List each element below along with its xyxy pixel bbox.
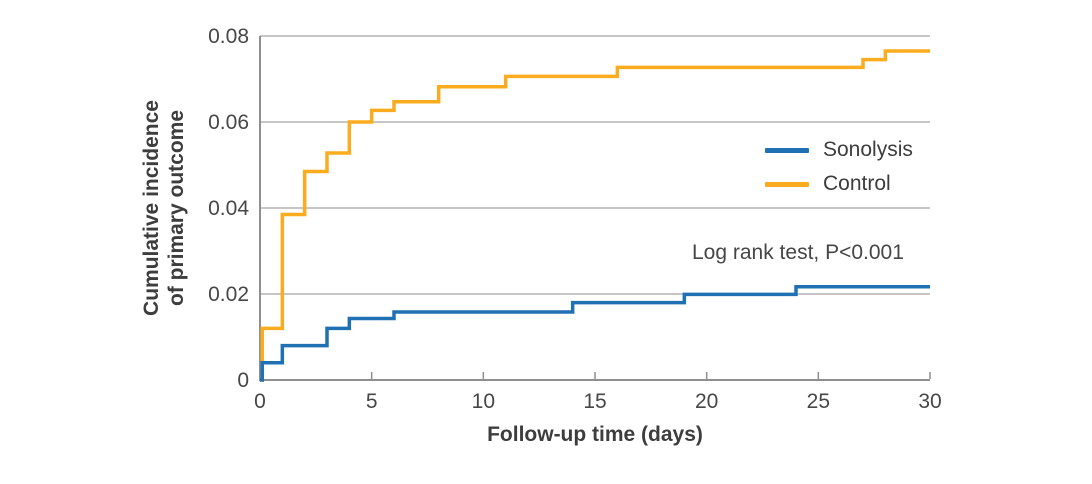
y-axis-title: Cumulative incidence of primary outcome: [139, 100, 189, 316]
legend: Sonolysis Control: [765, 138, 913, 206]
legend-item-control: Control: [765, 172, 913, 196]
x-tick-label: 5: [366, 390, 378, 413]
y-tick-label: 0.06: [208, 111, 249, 134]
y-tick-label: 0.02: [208, 283, 249, 306]
x-tick-label: 10: [472, 390, 495, 413]
y-tick-label: 0: [237, 369, 249, 392]
y-tick-label: 0.08: [208, 25, 249, 48]
x-tick-label: 30: [918, 390, 941, 413]
log-rank-annotation: Log rank test, P<0.001: [692, 241, 904, 264]
legend-label-sonolysis: Sonolysis: [823, 138, 913, 161]
x-tick-label: 0: [254, 390, 266, 413]
sonolysis-curve: [260, 284, 930, 382]
control-line-swatch: [765, 181, 809, 187]
x-axis-title: Follow-up time (days): [487, 423, 703, 446]
legend-label-control: Control: [823, 172, 891, 195]
y-tick-label: 0.04: [208, 197, 249, 220]
y-axis-title-line2: of primary outcome: [165, 109, 188, 307]
control-curve: [260, 49, 930, 382]
x-tick-label: 25: [807, 390, 830, 413]
x-tick-label: 15: [583, 390, 606, 413]
y-axis-title-line1: Cumulative incidence: [140, 100, 163, 316]
sonolysis-line-swatch: [765, 147, 809, 153]
legend-item-sonolysis: Sonolysis: [765, 138, 913, 162]
x-tick-label: 20: [695, 390, 718, 413]
